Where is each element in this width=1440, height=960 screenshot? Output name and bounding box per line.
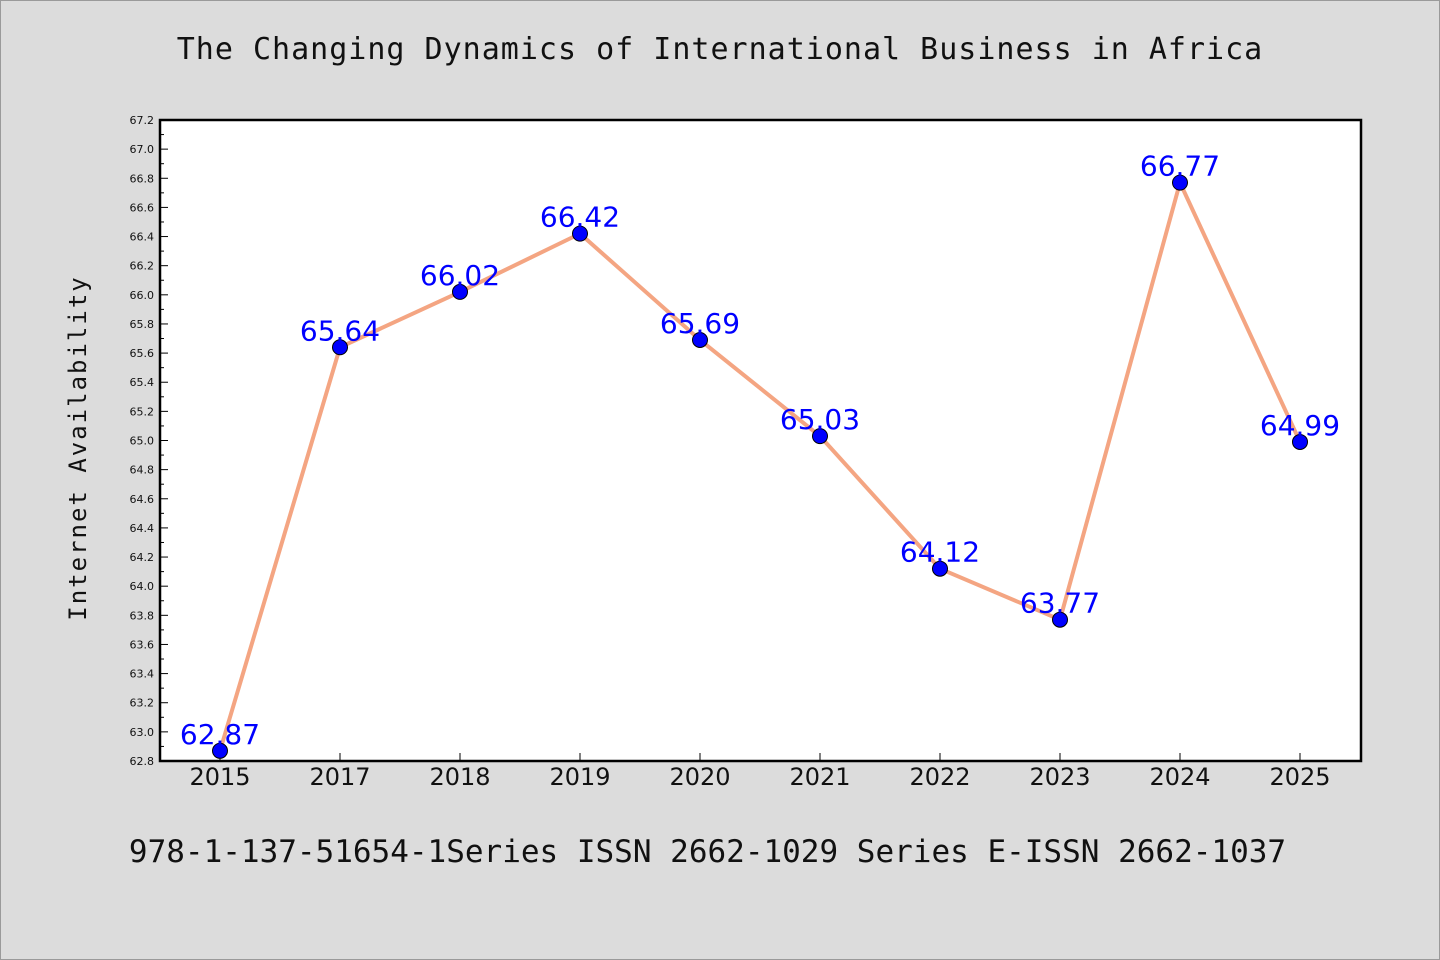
y-tick-label: 65.8: [130, 318, 155, 331]
x-tick-label: 2015: [189, 763, 250, 791]
data-label: 65.03: [780, 403, 860, 436]
data-label: 65.64: [300, 314, 380, 347]
x-tick-label: 2017: [309, 763, 370, 791]
data-point-marker: [332, 339, 348, 356]
y-tick-label: 66.4: [130, 231, 155, 244]
data-point-marker: [1172, 174, 1188, 191]
y-tick-label: 66.0: [130, 289, 155, 302]
y-tick-label: 64.2: [130, 551, 155, 564]
x-tick-label: 2018: [429, 763, 490, 791]
y-tick-label: 64.4: [130, 522, 155, 535]
data-label: 65.69: [660, 307, 740, 340]
y-tick-label: 67.0: [130, 143, 155, 156]
data-label: 66.02: [420, 259, 500, 292]
data-label: 64.12: [900, 536, 980, 569]
x-tick-label: 2020: [669, 763, 730, 791]
data-point-marker: [452, 283, 468, 300]
data-point-marker: [932, 560, 948, 577]
plot-border: [158, 118, 1363, 763]
y-tick-label: 63.0: [130, 726, 155, 739]
data-point-marker: [692, 331, 708, 348]
data-label: 63.77: [1020, 587, 1100, 620]
data-label: 62.87: [180, 718, 260, 751]
y-tick-label: 65.0: [130, 435, 155, 448]
y-tick-label: 64.8: [130, 464, 155, 477]
footer-isbn-note: 978-1-137-51654-1Series ISSN 2662-1029 S…: [128, 834, 1287, 870]
data-point-marker: [572, 225, 588, 242]
x-tick-label: 2022: [909, 763, 970, 791]
x-tick-label: 2023: [1029, 763, 1090, 791]
y-tick-label: 62.8: [130, 755, 155, 768]
x-tick-label: 2025: [1269, 763, 1330, 791]
y-tick-label: 63.4: [130, 668, 155, 681]
y-tick-label: 65.6: [130, 347, 155, 360]
chart-title: The Changing Dynamics of International B…: [176, 32, 1264, 67]
y-tick-label: 65.4: [130, 376, 155, 389]
y-tick-label: 63.8: [130, 609, 155, 622]
y-tick-label: 65.2: [130, 405, 155, 418]
series-line: [218, 180, 1302, 753]
y-tick-label: 63.2: [130, 697, 155, 710]
data-point-marker: [812, 428, 828, 445]
y-tick-label: 63.6: [130, 638, 155, 651]
x-tick-label: 2021: [789, 763, 850, 791]
data-point-marker: [1052, 611, 1068, 628]
data-label: 64.99: [1260, 409, 1340, 442]
y-tick-label: 64.0: [130, 580, 155, 593]
data-point-marker: [1292, 433, 1308, 450]
x-tick-label: 2019: [549, 763, 610, 791]
data-point-marker: [212, 742, 228, 759]
y-tick-label: 66.8: [130, 172, 155, 185]
data-label: 66.42: [540, 201, 620, 234]
x-tick-label: 2024: [1149, 763, 1210, 791]
data-label: 66.77: [1140, 150, 1220, 183]
y-tick-label: 67.2: [130, 114, 155, 127]
y-tick-label: 64.6: [130, 493, 155, 506]
plot-area: [160, 120, 1361, 761]
y-tick-label: 66.6: [130, 201, 155, 214]
y-tick-label: 66.2: [130, 260, 155, 273]
